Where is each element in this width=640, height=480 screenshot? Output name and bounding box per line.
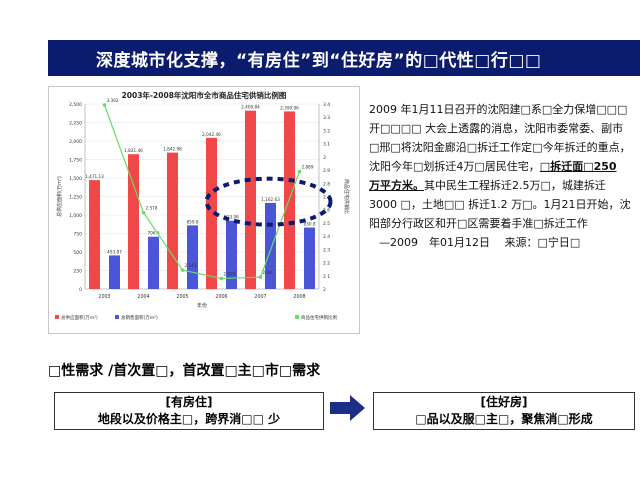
y-tick-label: 2,000 <box>69 139 82 145</box>
ratio-data-label: 2.09 <box>263 270 273 275</box>
article-paragraph-2: 其中民生工程拆迁2.5万□，城建拆迁3000 □，土地□□ 拆迁1.2 万□。1… <box>369 179 631 230</box>
article-highlight: □拆迁面□250 万平方米。 <box>369 160 617 192</box>
y-tick-label: 500 <box>73 250 82 256</box>
y2-tick-label: 3.2 <box>323 128 330 134</box>
bar-supply <box>128 154 139 289</box>
bar-supply <box>167 152 178 289</box>
bar-sales <box>226 220 237 289</box>
page-title: 深度城市化支撑，“有房住”到“住好房”的□代性□行□□ <box>96 50 542 71</box>
x-tick-label: 2007 <box>254 294 266 300</box>
y-tick-label: 2,500 <box>69 102 82 108</box>
x-tick-label: 2004 <box>137 294 149 300</box>
good-house-title: [住好房] <box>480 395 528 409</box>
legend-label-supply: 总供应面积(万m²) <box>61 314 98 321</box>
ratio-data-label: 3.392 <box>107 98 119 103</box>
bar-sales <box>187 225 198 289</box>
bar-sales <box>304 227 315 289</box>
bar-data-label: 2,409.84 <box>241 105 260 110</box>
demand-heading: □性需求 /首次置□，首改置□主□市□需求 <box>48 363 321 379</box>
bar-data-label: 2,399.96 <box>280 105 299 110</box>
bar-data-label: 453.87 <box>107 249 122 254</box>
right-arrow-icon <box>330 395 365 421</box>
y-tick-label: 1,250 <box>69 195 82 201</box>
ratio-point <box>141 210 146 215</box>
bar-supply <box>206 137 217 289</box>
article-source: —2009 年01月12日 来源：□宁日□ <box>379 236 581 249</box>
article-paragraph-1: 2009 年1月11日召开的沈阳建□系□全力保增□□□ 开□□□□ 大会上透露的… <box>369 103 631 173</box>
y2-tick-label: 2.4 <box>323 234 330 240</box>
ratio-data-label: 2.578 <box>146 206 158 211</box>
y-tick-label: 1,500 <box>69 176 82 182</box>
y-tick-label: 1,750 <box>69 158 82 164</box>
y-tick-label: 750 <box>73 232 82 238</box>
y-tick-label: 2,250 <box>69 121 82 127</box>
y2-tick-label: 2 <box>323 287 326 293</box>
title-banner: 深度城市化支撑，“有房住”到“住好房”的□代性□行□□ <box>48 40 640 76</box>
bar-data-label: 859.8 <box>187 219 199 224</box>
y2-tick-label: 2.6 <box>323 208 330 214</box>
good-house-box: [住好房] □品以及服□主□，聚焦消□形成 <box>373 392 635 430</box>
bar-data-label: 830.8 <box>304 222 316 227</box>
y2-tick-label: 2.2 <box>323 261 330 267</box>
bar-data-label: 2,042.46 <box>202 132 221 137</box>
ratio-data-label: 2.889 <box>302 165 314 170</box>
bar-supply <box>89 180 100 289</box>
legend-label-ratio: 商品住宅供销比例 <box>301 314 337 321</box>
ratio-point <box>258 275 263 279</box>
y2-tick-label: 2.8 <box>323 181 330 187</box>
ratio-point <box>297 169 302 174</box>
ratio-data-label: 2.079 <box>224 272 236 277</box>
x-tick-label: 2006 <box>215 294 227 300</box>
x-axis-title: 年份 <box>197 302 207 309</box>
y2-tick-label: 3.1 <box>323 142 330 148</box>
y-axis-title: 总供应面积(万m²) <box>56 176 63 217</box>
have-house-box: [有房住] 地段以及价格主□，跨界消□□ 少 <box>54 392 324 430</box>
bar-data-label: 1,471.13 <box>85 174 104 179</box>
ratio-point <box>180 268 185 272</box>
bar-sales <box>148 236 159 289</box>
chart-title: 2003年-2008年沈阳市全市商品住宅供销比例图 <box>122 90 287 100</box>
bar-data-label: 1,842.98 <box>163 147 182 152</box>
have-house-title: [有房住] <box>165 395 213 409</box>
y2-tick-label: 2.5 <box>323 221 330 227</box>
y2-tick-label: 2.1 <box>323 274 330 280</box>
y2-tick-label: 3.4 <box>323 102 330 108</box>
good-house-body: □品以及服□主□，聚焦消□形成 <box>415 412 593 426</box>
y2-tick-label: 2.9 <box>323 168 330 174</box>
legend-swatch-sales <box>115 315 119 319</box>
x-tick-label: 2005 <box>176 294 188 300</box>
legend-label-sales: 总销售面积(万m²) <box>121 314 158 321</box>
legend-swatch-supply <box>55 315 59 319</box>
x-tick-label: 2008 <box>293 294 305 300</box>
supply-sales-chart: 2003年-2008年沈阳市全市商品住宅供销比例图 0 250 500 750 1,000… <box>55 90 350 321</box>
y-tick-label: 0 <box>79 287 82 293</box>
bar-supply <box>245 110 256 289</box>
ratio-data-label: 2.143 <box>185 263 197 268</box>
y2-tick-label: 2.3 <box>323 247 330 253</box>
y2-tick-label: 3 <box>323 155 326 161</box>
bar-data-label: 923.06 <box>224 215 239 220</box>
highlight-ellipse <box>204 176 333 227</box>
x-tick-label: 2003 <box>98 294 110 300</box>
ratio-point <box>102 103 107 107</box>
have-house-body: 地段以及价格主□，跨界消□□ 少 <box>97 412 281 426</box>
bar-data-label: 1,162.63 <box>261 197 280 202</box>
y-tick-label: 250 <box>73 269 82 275</box>
bar-sales <box>265 202 276 289</box>
y2-tick-label: 3.3 <box>323 115 330 121</box>
legend-swatch-ratio <box>295 315 299 319</box>
ratio-line <box>103 104 301 280</box>
y2-axis-title: 商品住宅供销比 <box>343 179 350 214</box>
y-tick-label: 1,000 <box>69 213 82 219</box>
bar-data-label: 1,821.46 <box>124 148 143 153</box>
y2-tick-label: 2.7 <box>323 195 330 201</box>
bar-data-label: 706.6 <box>148 231 160 236</box>
chart-panel: 2003年-2008年沈阳市全市商品住宅供销比例图 0 250 500 750 1,000… <box>48 86 360 334</box>
news-article: 2009 年1月11日召开的沈阳建□系□全力保增□□□ 开□□□□ 大会上透露的… <box>369 100 631 252</box>
ratio-point <box>219 276 224 281</box>
bar-sales <box>109 255 120 289</box>
